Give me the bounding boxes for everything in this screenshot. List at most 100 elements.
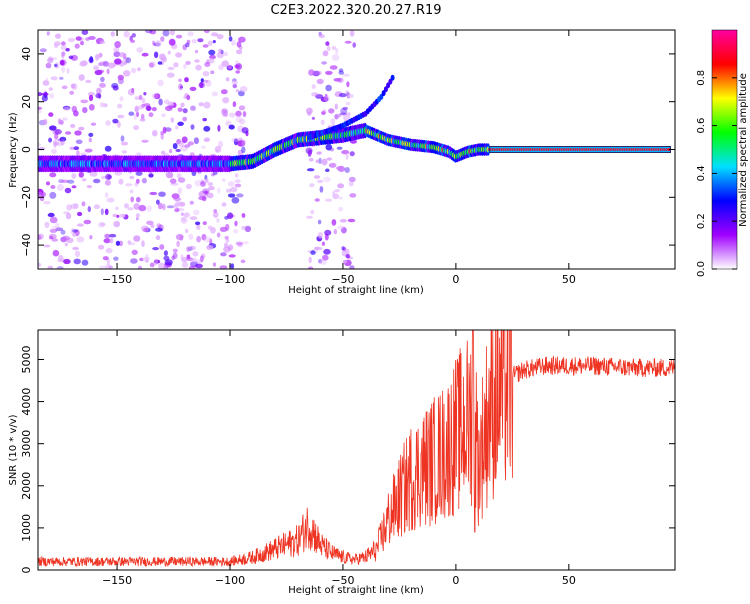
heatmap-cell (85, 79, 92, 84)
heatmap-cell (135, 171, 143, 176)
heatmap-cell (348, 176, 356, 183)
heatmap-cell (62, 235, 70, 241)
heatmap-cell (57, 118, 62, 125)
snr-frame (37, 329, 676, 571)
heatmap-cell (134, 105, 139, 113)
heatmap-cell (64, 187, 72, 194)
heatmap-cell (55, 227, 64, 232)
heatmap-cell (160, 56, 167, 63)
heatmap-cell (347, 218, 356, 223)
heatmap-cell (180, 254, 184, 260)
heatmap-cell (114, 58, 122, 65)
heatmap-cell (180, 102, 185, 108)
heatmap-cell (50, 57, 58, 60)
heatmap-cell (148, 173, 154, 178)
heatmap-cell (148, 62, 155, 68)
heatmap-cell (344, 167, 350, 173)
heatmap-cell (241, 139, 246, 147)
heatmap-cell (207, 40, 213, 46)
heatmap-cell (99, 102, 105, 108)
heatmap-cell (162, 30, 170, 37)
heatmap-cell (60, 229, 66, 235)
heatmap-cell (241, 225, 247, 230)
heatmap-cell (96, 87, 102, 95)
heatmap-cell (165, 171, 174, 179)
heatmap-cell (81, 30, 89, 35)
heatmap-cell (228, 124, 235, 130)
heatmap-cell (244, 225, 252, 233)
heatmap-cell (318, 157, 322, 164)
heatmap-cell (54, 62, 60, 69)
heatmap-cell (110, 31, 115, 37)
heatmap-cell (43, 244, 51, 248)
heatmap-cell (383, 86, 388, 93)
heatmap-cell (135, 152, 142, 156)
heatmap-cell (325, 41, 330, 46)
colorbar-tick-label: 0.8 (696, 70, 707, 86)
heatmap-cell (123, 30, 130, 38)
heatmap-cell (218, 140, 224, 148)
heatmap-cell (390, 74, 395, 81)
heatmap-cell (178, 78, 182, 83)
heatmap-cell (338, 70, 345, 75)
heatmap-cell (149, 262, 155, 268)
colorbar-label: Normalized spectral amplitude (738, 73, 749, 227)
heatmap-cell (319, 186, 324, 193)
heatmap-cell (188, 265, 196, 269)
heatmap-cell (98, 244, 105, 250)
heatmap-cell (57, 138, 64, 142)
heatmap-cell (316, 78, 324, 85)
y-tick-label: 0 (20, 567, 33, 574)
heatmap-cell (331, 54, 340, 61)
heatmap-cell (135, 217, 139, 221)
heatmap-cell (102, 61, 110, 67)
heatmap-cell (89, 171, 98, 177)
heatmap-cell (210, 70, 215, 75)
y-tick-label: 1000 (20, 514, 33, 542)
heatmap-cell (232, 101, 237, 108)
heatmap-cell (221, 202, 227, 207)
heatmap-cell (188, 233, 194, 240)
heatmap-cell (151, 107, 157, 112)
heatmap-cell (195, 64, 202, 71)
heatmap-cell (121, 150, 127, 154)
heatmap-cell (157, 79, 164, 87)
heatmap-cell (59, 136, 67, 142)
heatmap-cell (194, 180, 202, 187)
heatmap-cell (149, 30, 157, 35)
heatmap-cell (230, 186, 238, 193)
heatmap-cell (381, 90, 386, 97)
heatmap-cell (202, 71, 210, 77)
heatmap-cell (119, 213, 126, 218)
heatmap-cell (49, 191, 57, 199)
heatmap-cell (70, 123, 76, 128)
heatmap-cell (106, 197, 115, 203)
heatmap-cell (155, 40, 162, 47)
heatmap-cell (48, 55, 53, 62)
heatmap-cell (73, 258, 81, 265)
heatmap-cell (146, 105, 152, 111)
heatmap-cell (315, 247, 323, 251)
heatmap-cell (337, 113, 342, 118)
heatmap-cell (117, 74, 125, 81)
x-tick-label: −100 (215, 273, 245, 286)
colorbar-tick-label: 0.6 (696, 118, 707, 134)
heatmap-cell (117, 114, 125, 119)
heatmap-cell (194, 59, 200, 63)
heatmap-cell (61, 117, 68, 121)
heatmap-cell (345, 90, 349, 96)
heatmap-cell (141, 240, 145, 248)
heatmap-cell (82, 107, 88, 114)
heatmap-cell (129, 175, 135, 180)
heatmap-cell (128, 111, 135, 116)
heatmap-cell (167, 50, 171, 55)
heatmap-cell (335, 47, 339, 55)
heatmap-cell (49, 172, 57, 178)
heatmap-cell (74, 43, 80, 49)
heatmap-cell (329, 65, 338, 70)
heatmap-cell (97, 69, 105, 74)
heatmap-cell (224, 235, 229, 240)
heatmap-cell (54, 133, 59, 140)
